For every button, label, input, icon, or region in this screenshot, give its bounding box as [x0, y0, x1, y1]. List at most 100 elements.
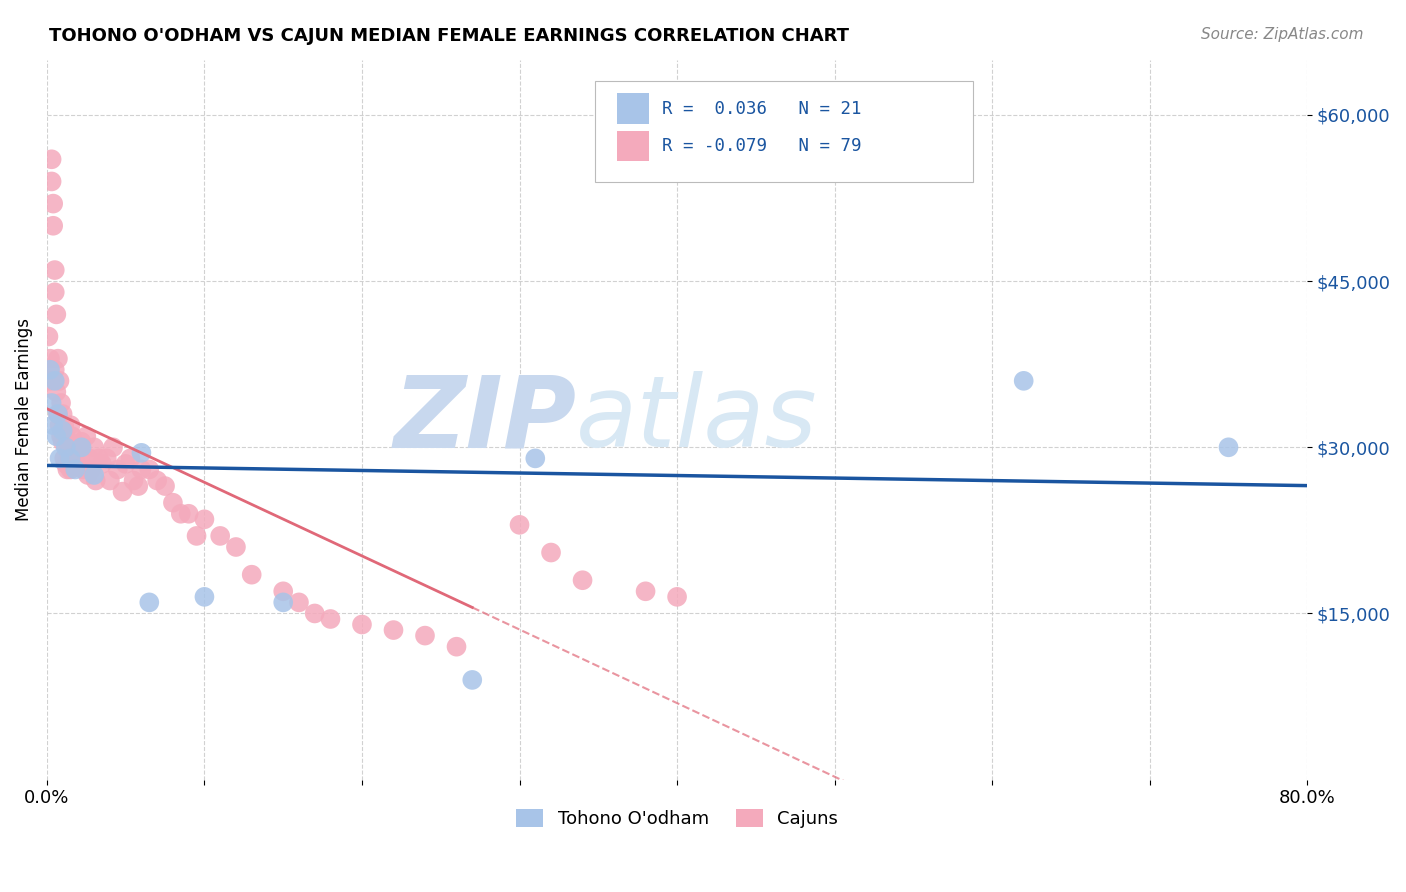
Point — [42, 196, 65, 211]
Point — [304, 607, 326, 621]
Point — [52, 434, 75, 449]
Point — [48, 451, 70, 466]
Point — [271, 595, 294, 609]
Point — [59, 418, 82, 433]
Point — [39, 374, 62, 388]
Point — [122, 474, 145, 488]
Point — [107, 462, 129, 476]
Point — [70, 434, 93, 449]
Point — [55, 440, 77, 454]
Point — [571, 573, 593, 587]
Point — [138, 595, 160, 609]
Point — [91, 457, 114, 471]
Point — [44, 263, 66, 277]
Point — [62, 446, 84, 460]
Point — [39, 351, 62, 366]
Point — [225, 540, 247, 554]
Point — [48, 418, 70, 433]
Point — [42, 219, 65, 233]
Point — [1012, 374, 1035, 388]
Point — [52, 424, 75, 438]
Point — [44, 363, 66, 377]
Text: R = -0.079   N = 79: R = -0.079 N = 79 — [662, 137, 862, 155]
Point — [59, 451, 82, 466]
Point — [87, 451, 110, 466]
Point — [42, 418, 65, 433]
Point — [193, 512, 215, 526]
Point — [46, 407, 69, 421]
Point — [666, 590, 689, 604]
Point — [540, 545, 562, 559]
Point — [1218, 440, 1240, 454]
Point — [53, 451, 76, 466]
Point — [634, 584, 657, 599]
Point — [350, 617, 373, 632]
Point — [193, 590, 215, 604]
Point — [56, 462, 79, 476]
Point — [319, 612, 342, 626]
Point — [45, 307, 67, 321]
Point — [288, 595, 311, 609]
Point — [52, 407, 75, 421]
Point — [49, 396, 72, 410]
Point — [114, 457, 136, 471]
Point — [65, 462, 87, 476]
Point — [70, 440, 93, 454]
Point — [111, 484, 134, 499]
Point — [509, 517, 531, 532]
Point — [84, 474, 107, 488]
Point — [58, 446, 80, 460]
Point — [75, 429, 97, 443]
Point — [67, 440, 90, 454]
Point — [120, 451, 142, 466]
Point — [46, 407, 69, 421]
Bar — [617, 94, 650, 124]
Point — [153, 479, 176, 493]
Point — [76, 468, 98, 483]
Point — [186, 529, 208, 543]
Text: atlas: atlas — [576, 371, 818, 468]
Y-axis label: Median Female Earnings: Median Female Earnings — [15, 318, 32, 521]
Point — [131, 446, 153, 460]
Point — [55, 457, 77, 471]
Point — [44, 374, 66, 388]
Point — [127, 479, 149, 493]
Point — [138, 462, 160, 476]
Point — [80, 462, 103, 476]
Point — [45, 429, 67, 443]
Point — [413, 629, 436, 643]
Point — [41, 174, 63, 188]
Point — [45, 384, 67, 399]
Point — [44, 285, 66, 300]
Point — [65, 440, 87, 454]
Bar — [617, 131, 650, 161]
Point — [162, 496, 184, 510]
Point — [271, 584, 294, 599]
Point — [524, 451, 547, 466]
Text: Source: ZipAtlas.com: Source: ZipAtlas.com — [1201, 27, 1364, 42]
Text: ZIP: ZIP — [394, 371, 576, 468]
Point — [177, 507, 200, 521]
Point — [461, 673, 484, 687]
Point — [49, 429, 72, 443]
Point — [83, 440, 105, 454]
Point — [60, 429, 83, 443]
Point — [55, 429, 77, 443]
Point — [41, 396, 63, 410]
Point — [41, 153, 63, 167]
Point — [66, 457, 89, 471]
Point — [59, 462, 82, 476]
Point — [96, 451, 118, 466]
Point — [170, 507, 193, 521]
Point — [39, 363, 62, 377]
Point — [48, 374, 70, 388]
Point — [83, 468, 105, 483]
Point — [382, 623, 405, 637]
Point — [79, 451, 101, 466]
Point — [56, 434, 79, 449]
Point — [98, 474, 121, 488]
Legend: Tohono O'odham, Cajuns: Tohono O'odham, Cajuns — [509, 802, 845, 836]
Text: TOHONO O'ODHAM VS CAJUN MEDIAN FEMALE EARNINGS CORRELATION CHART: TOHONO O'ODHAM VS CAJUN MEDIAN FEMALE EA… — [49, 27, 849, 45]
Point — [209, 529, 232, 543]
Point — [446, 640, 468, 654]
